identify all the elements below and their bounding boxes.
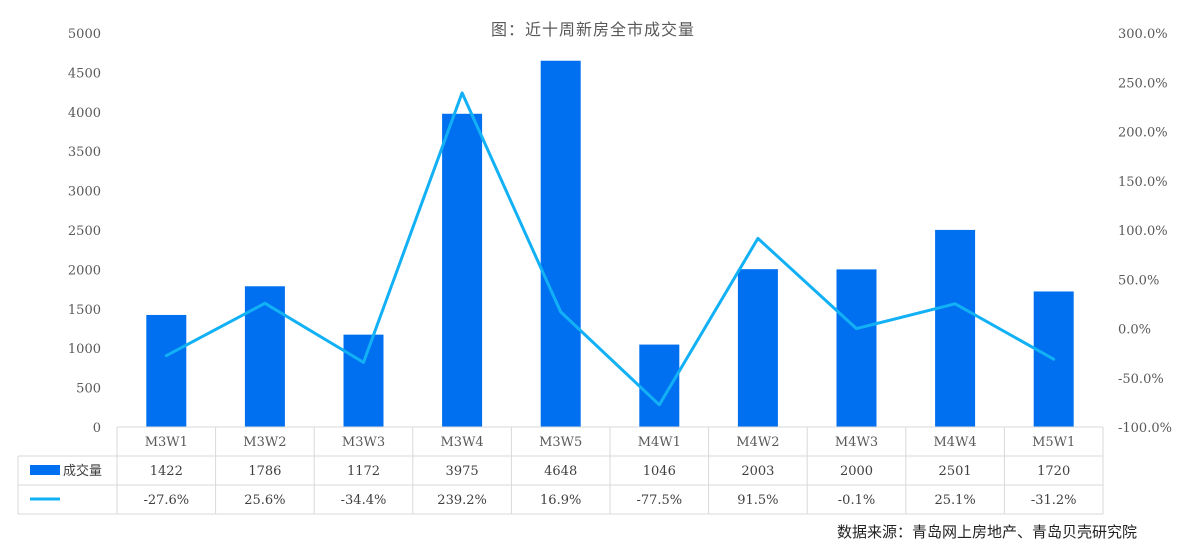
left-tick-label: 4500 (68, 66, 101, 81)
data-table: M3W1 M3W2 M3W3 M3W4 M3W5 M4W1 M4W2 M4W3 M4W4 M5W1… (17, 426, 1104, 515)
right-tick-label: 150.0% (1118, 175, 1168, 190)
right-tick-label: -50.0% (1118, 372, 1164, 387)
bar-value-label: 1046 (643, 464, 676, 479)
left-tick-label: 1500 (68, 303, 101, 318)
right-axis: -100.0% -50.0% 0.0% 50.0% 100.0% 150.0% 200.0%… (1118, 27, 1172, 436)
bar-value-label: 1422 (150, 464, 183, 479)
left-tick-label: 3000 (68, 185, 101, 200)
left-tick-label: 3500 (68, 145, 101, 160)
bar (244, 286, 285, 427)
bar-value-label: 1172 (347, 464, 380, 479)
line-value-label: 16.9% (540, 493, 581, 508)
line-value-label: -0.1% (838, 493, 875, 508)
left-tick-label: 1000 (68, 342, 101, 357)
category-label: M3W2 (243, 435, 286, 450)
line-point (560, 311, 562, 313)
line-value-label: 25.6% (244, 493, 285, 508)
legend-label-bar: 成交量 (63, 463, 102, 479)
category-label: M3W3 (342, 435, 385, 450)
left-tick-label: 0 (93, 421, 101, 436)
bar-series (146, 60, 1074, 428)
bar-value-label: 4648 (544, 464, 577, 479)
category-label: M4W2 (736, 435, 779, 450)
line-point (954, 303, 956, 305)
category-label: M4W4 (933, 435, 976, 450)
category-label: M5W1 (1032, 435, 1075, 450)
bar (442, 113, 483, 428)
line-point (658, 404, 660, 406)
bar (146, 314, 187, 427)
bar (836, 269, 877, 427)
line-value-label: 25.1% (934, 493, 975, 508)
line-series (164, 91, 1056, 407)
category-label: M4W3 (835, 435, 878, 450)
bar-value-label: 1720 (1037, 464, 1070, 479)
right-tick-label: 250.0% (1118, 76, 1168, 91)
left-tick-label: 2000 (68, 263, 101, 278)
line-value-label: -34.4% (341, 493, 387, 508)
bar-value-label: 3975 (446, 464, 479, 479)
right-tick-label: 0.0% (1118, 323, 1151, 338)
line-point (363, 361, 364, 363)
line-value-label: -27.6% (143, 493, 189, 508)
left-tick-label: 2500 (68, 224, 101, 239)
right-tick-label: 100.0% (1118, 224, 1168, 239)
legend-key-bar (30, 465, 60, 475)
bar (343, 334, 384, 427)
left-tick-label: 500 (76, 382, 101, 397)
category-label: M3W5 (539, 435, 582, 450)
right-tick-label: 200.0% (1118, 126, 1168, 141)
line-path (164, 91, 1056, 407)
line-value-label: -31.2% (1031, 493, 1077, 508)
bar-value-label: 2000 (840, 464, 873, 479)
line-point (264, 302, 266, 304)
bar (540, 60, 581, 427)
right-tick-label: 300.0% (1118, 27, 1168, 42)
bar (639, 344, 680, 427)
left-tick-label: 4000 (68, 106, 101, 121)
bar (737, 269, 778, 427)
category-label: M4W1 (638, 435, 681, 450)
bar-value-label: 2501 (939, 464, 972, 479)
left-tick-label: 5000 (68, 27, 101, 42)
left-axis: 0 500 1000 1500 2000 2500 3000 3500 4000 4500 5000 (68, 27, 101, 436)
chart-title: 图：近十周新房全市成交量 (491, 20, 695, 39)
source-note: 数据来源：青岛网上房地产、青岛贝壳研究院 (837, 523, 1137, 541)
bar-value-label: 1786 (248, 464, 281, 479)
right-tick-label: 50.0% (1118, 273, 1159, 288)
category-label: M3W1 (145, 435, 188, 450)
bar-value-label: 2003 (741, 464, 774, 479)
line-value-label: -77.5% (636, 493, 682, 508)
line-point (757, 237, 759, 239)
line-value-label: 91.5% (737, 493, 778, 508)
line-point (1053, 358, 1055, 360)
line-point (165, 355, 167, 357)
bar (935, 229, 976, 427)
category-label: M3W4 (440, 435, 483, 450)
right-tick-label: -100.0% (1118, 421, 1172, 436)
line-value-label: 239.2% (437, 493, 487, 508)
line-point (461, 92, 463, 94)
line-point (856, 328, 857, 330)
